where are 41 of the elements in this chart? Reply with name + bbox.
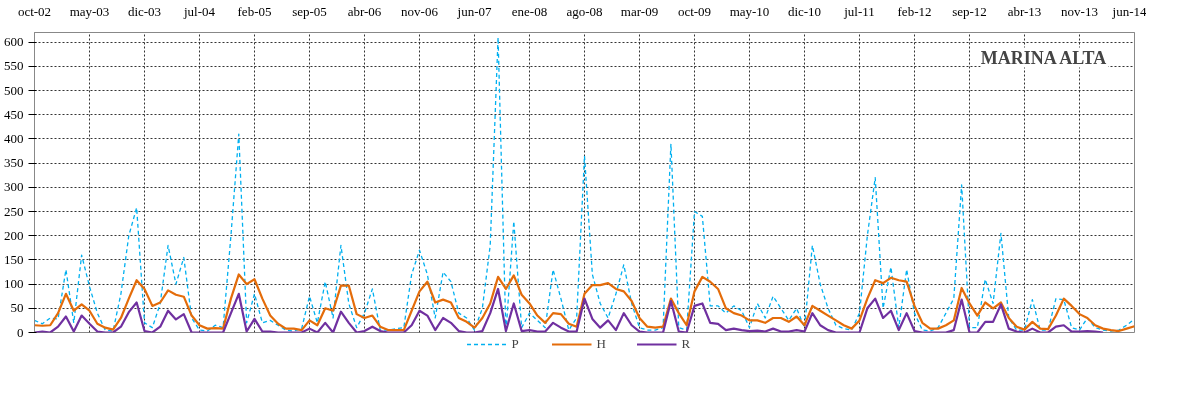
y-tick-label: 150 — [4, 251, 24, 267]
x-tick-label: nov-13 — [1061, 3, 1098, 19]
x-tick-label: sep-12 — [952, 3, 987, 19]
x-tick-label: dic-03 — [127, 3, 162, 19]
y-tick-label: 100 — [4, 276, 24, 292]
x-tick-label: ene-08 — [511, 3, 548, 19]
x-tick-label: nov-06 — [401, 3, 439, 19]
x-tick-label: feb-12 — [897, 3, 932, 19]
y-tick-label: 250 — [4, 203, 24, 219]
legend-label: R — [681, 336, 692, 352]
y-tick-label: 600 — [4, 34, 24, 50]
x-tick-label: oct-09 — [677, 3, 712, 19]
y-tick-label: 500 — [4, 82, 24, 98]
text: MARINA ALTA — [980, 47, 1107, 68]
x-tick-label: may-10 — [729, 3, 770, 19]
line-series — [34, 287, 1105, 333]
x-tick-label: ago-08 — [566, 3, 603, 19]
x-tick-label: jul-04 — [182, 3, 216, 19]
y-tick-label: 400 — [4, 130, 24, 146]
x-tick-label: may-03 — [69, 3, 110, 19]
x-tick-label: abr-06 — [347, 3, 382, 19]
y-tick-label: 350 — [4, 155, 24, 171]
y-tick-label: 0 — [17, 324, 24, 340]
line-series — [34, 36, 1135, 333]
line-series — [34, 273, 1135, 333]
x-tick-label: sep-05 — [292, 3, 327, 19]
x-tick-label: dic-10 — [787, 3, 822, 19]
x-tick-label: jun-14 — [1111, 3, 1147, 19]
y-tick-label: 450 — [4, 106, 24, 122]
y-tick-label: 50 — [10, 300, 24, 316]
x-tick-label: jun-07 — [456, 3, 492, 19]
legend-label: H — [596, 336, 607, 352]
x-tick-label: oct-02 — [17, 3, 52, 19]
y-tick-label: 550 — [4, 58, 24, 74]
legend-label: P — [511, 336, 520, 352]
y-tick-label: 300 — [4, 179, 24, 195]
x-tick-label: jul-11 — [843, 3, 875, 19]
y-tick-label: 200 — [4, 227, 24, 243]
x-tick-label: feb-05 — [237, 3, 272, 19]
x-tick-label: mar-09 — [620, 3, 659, 19]
x-tick-label: abr-13 — [1007, 3, 1042, 19]
